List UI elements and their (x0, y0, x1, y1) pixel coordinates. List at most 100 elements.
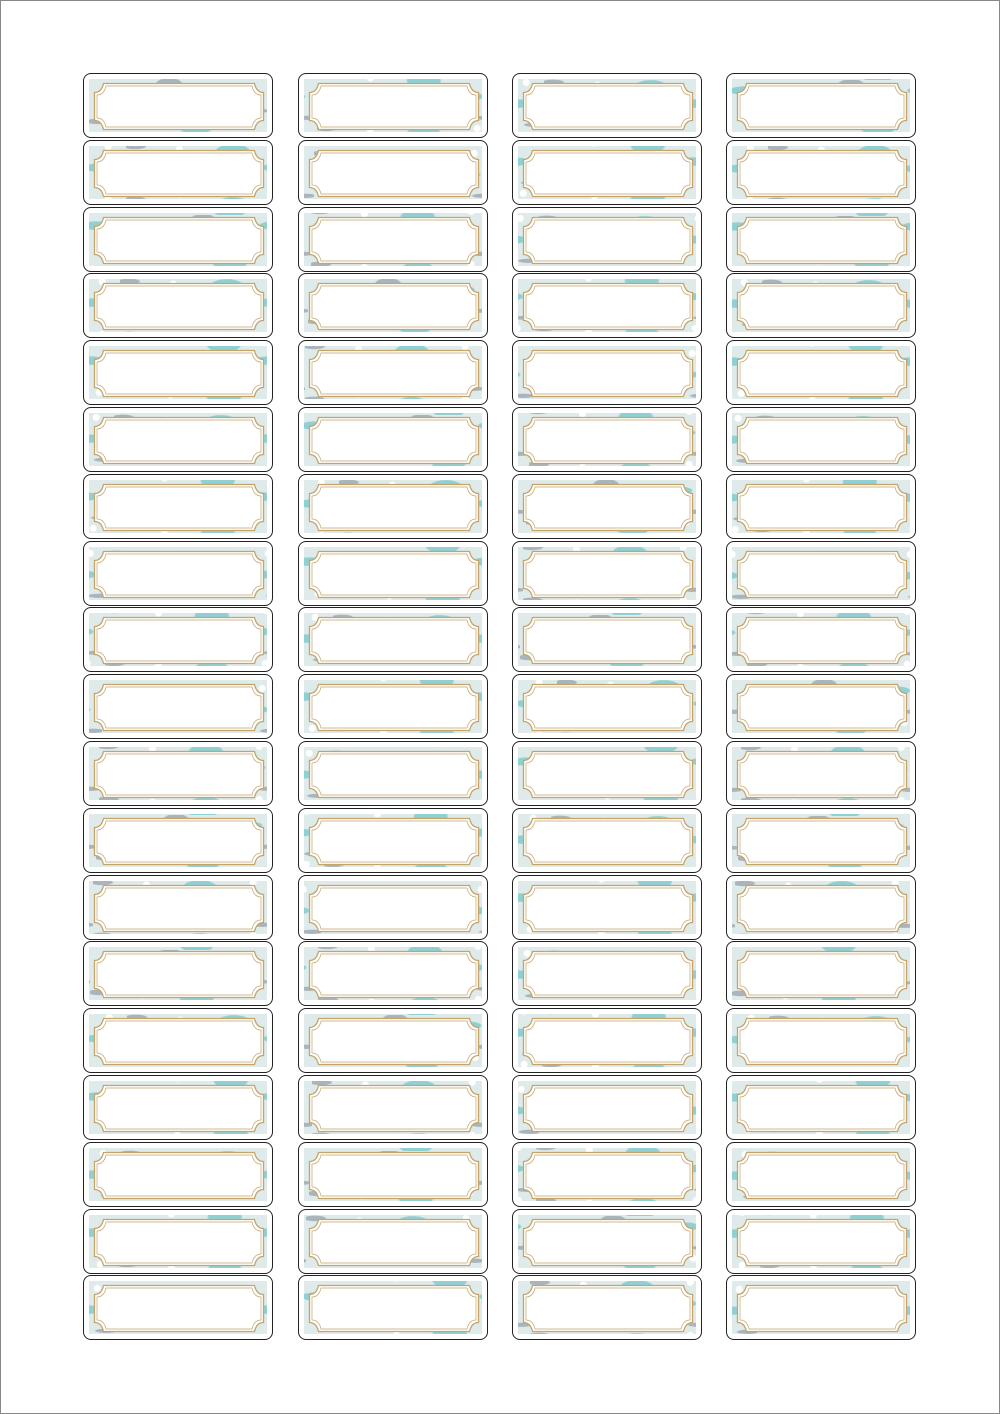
label (83, 139, 273, 205)
label (512, 674, 702, 740)
label-frame (522, 416, 694, 465)
label (512, 407, 702, 472)
label-frame (93, 1018, 265, 1066)
label (726, 273, 916, 339)
label (83, 674, 273, 740)
label-frame (93, 149, 265, 197)
label (298, 473, 488, 539)
label-frame (522, 149, 694, 197)
label-frame (736, 82, 908, 131)
label-frame (93, 1285, 265, 1333)
label-frame (522, 483, 694, 531)
label-frame (308, 951, 480, 999)
label (726, 73, 916, 138)
label-frame (736, 283, 908, 331)
label (512, 1075, 702, 1140)
label-frame (93, 483, 265, 531)
label-frame (308, 483, 480, 531)
label-frame (736, 884, 908, 932)
label (512, 473, 702, 539)
label-frame (308, 1285, 480, 1333)
label (726, 607, 916, 673)
label-frame (93, 951, 265, 999)
label-frame (93, 817, 265, 865)
label (512, 1275, 702, 1341)
label-frame (93, 1151, 265, 1199)
label-frame (522, 684, 694, 732)
label (512, 1141, 702, 1207)
label-frame (736, 817, 908, 865)
label (512, 874, 702, 940)
label-frame (308, 1218, 480, 1266)
label-frame (93, 750, 265, 799)
label-frame (522, 550, 694, 598)
label-frame (93, 82, 265, 131)
label-frame (522, 1151, 694, 1199)
label (83, 1008, 273, 1074)
label (83, 1208, 273, 1274)
label (726, 807, 916, 873)
label (726, 1075, 916, 1140)
label (298, 1275, 488, 1341)
label-frame (93, 884, 265, 932)
label (83, 340, 273, 406)
label-frame (522, 1285, 694, 1333)
label (512, 340, 702, 406)
label (83, 206, 273, 272)
label (512, 139, 702, 205)
label-frame (736, 350, 908, 398)
label (726, 1275, 916, 1341)
label (298, 941, 488, 1007)
label-frame (522, 750, 694, 799)
label (298, 340, 488, 406)
label (83, 874, 273, 940)
label-frame (522, 1218, 694, 1266)
label (512, 540, 702, 606)
label (512, 807, 702, 873)
label (726, 1141, 916, 1207)
label (512, 607, 702, 673)
label-frame (308, 684, 480, 732)
label-frame (522, 350, 694, 398)
label (726, 540, 916, 606)
label-frame (736, 416, 908, 465)
label-frame (308, 350, 480, 398)
label-frame (736, 951, 908, 999)
label (726, 340, 916, 406)
label-frame (308, 750, 480, 799)
label-frame (522, 1018, 694, 1066)
label (298, 874, 488, 940)
label (298, 73, 488, 138)
label (512, 741, 702, 806)
label-frame (308, 884, 480, 932)
label (298, 407, 488, 472)
label (298, 607, 488, 673)
label (298, 741, 488, 806)
label-frame (308, 550, 480, 598)
label (726, 473, 916, 539)
label (298, 807, 488, 873)
label-frame (308, 617, 480, 665)
label (512, 73, 702, 138)
label (298, 206, 488, 272)
label-frame (308, 283, 480, 331)
label (726, 674, 916, 740)
label-frame (522, 817, 694, 865)
label-frame (736, 617, 908, 665)
label (83, 807, 273, 873)
label (298, 1208, 488, 1274)
label-frame (736, 684, 908, 732)
label-frame (93, 617, 265, 665)
label (83, 273, 273, 339)
label-frame (522, 283, 694, 331)
label (298, 540, 488, 606)
label (83, 1141, 273, 1207)
label (83, 407, 273, 472)
label (298, 674, 488, 740)
label (298, 273, 488, 339)
label-frame (522, 1084, 694, 1133)
label (512, 1208, 702, 1274)
label (726, 1208, 916, 1274)
label (83, 73, 273, 138)
